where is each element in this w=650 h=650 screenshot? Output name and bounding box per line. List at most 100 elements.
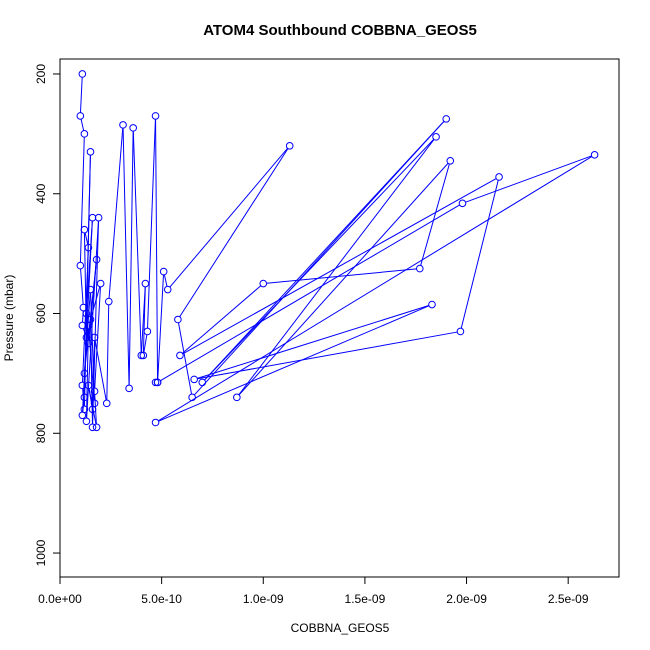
- data-point: [139, 351, 148, 360]
- data-point: [188, 393, 196, 402]
- data-point: [104, 297, 113, 306]
- series-segment: [163, 274, 168, 287]
- series-segment: [460, 180, 499, 329]
- series-segment: [143, 334, 148, 353]
- data-point: [80, 225, 89, 234]
- series-segment: [128, 131, 134, 386]
- series-segment: [79, 137, 85, 263]
- data-point: [590, 151, 599, 159]
- x-tick-label: 0.0e+00: [38, 592, 82, 606]
- data-point: [285, 142, 294, 150]
- data-point: [82, 309, 91, 318]
- y-axis-label: Pressure (mbar): [2, 275, 16, 362]
- series-segment: [80, 118, 85, 131]
- series-segment: [132, 131, 142, 353]
- series-segment: [197, 305, 429, 379]
- series-segment: [92, 220, 100, 425]
- series-segment: [122, 128, 130, 386]
- series-segment: [84, 232, 89, 245]
- data-point: [141, 279, 150, 288]
- series-segment: [108, 128, 124, 299]
- data-point: [151, 112, 160, 120]
- series-segment: [420, 163, 450, 266]
- data-point: [129, 124, 137, 132]
- y-tick-label: 600: [34, 303, 48, 323]
- data-point: [432, 133, 440, 141]
- series-segment: [86, 220, 93, 311]
- series-segment: [266, 268, 417, 284]
- series-segment: [106, 304, 110, 401]
- data-point: [80, 369, 89, 378]
- data-point: [159, 267, 168, 276]
- data-point: [80, 393, 89, 402]
- x-axis: 0.0e+00 5.0e-10 1.0e-09 1.5e-09 2.0e-09 2.5e-…: [38, 576, 589, 606]
- data-point: [90, 333, 99, 342]
- series-segment: [179, 148, 289, 317]
- data-point: [84, 339, 93, 348]
- y-tick-label: 400: [34, 183, 48, 203]
- data-point: [96, 279, 105, 288]
- data-point: [495, 173, 503, 181]
- data-point: [78, 411, 87, 420]
- data-point: [78, 381, 87, 390]
- x-tick-label: 5.0e-10: [141, 592, 182, 606]
- series-segment: [169, 148, 288, 288]
- chart-title: ATOM4 Southbound COBBNA_GEOS5: [203, 22, 477, 39]
- data-point: [78, 70, 87, 78]
- series-segment: [157, 274, 164, 380]
- data-point: [88, 213, 97, 222]
- series-segment: [158, 305, 430, 422]
- series-segment: [238, 162, 449, 396]
- data-point: [102, 399, 111, 408]
- series-segment: [182, 285, 262, 354]
- x-tick-label: 1.5e-09: [345, 592, 386, 606]
- data-point: [442, 115, 451, 123]
- y-tick-label: 800: [34, 423, 48, 443]
- series-segment: [182, 178, 497, 355]
- series-segment: [204, 120, 445, 381]
- data-point: [456, 327, 465, 336]
- data-point: [76, 261, 85, 270]
- y-tick-label: 1000: [34, 539, 48, 566]
- data-point: [90, 387, 99, 396]
- x-tick-label: 1.0e-09: [243, 592, 284, 606]
- series-segment: [80, 268, 84, 305]
- x-tick-label: 2.0e-09: [446, 592, 487, 606]
- x-axis-label: COBBNA_GEOS5: [291, 621, 390, 635]
- series-segment: [94, 340, 107, 401]
- series-segment: [84, 292, 91, 371]
- data-point: [84, 243, 93, 252]
- data-point: [78, 321, 87, 330]
- data-point: [259, 279, 268, 288]
- series-segment: [142, 286, 146, 353]
- data-point: [233, 393, 241, 402]
- data-point: [198, 378, 207, 387]
- data-point: [88, 405, 97, 414]
- data-point: [176, 351, 184, 360]
- data-point: [125, 384, 133, 393]
- data-point: [76, 112, 85, 120]
- x-tick-label: 2.5e-09: [548, 592, 589, 606]
- series-segment: [160, 204, 460, 382]
- series-segment: [177, 322, 193, 395]
- data-point: [190, 375, 198, 384]
- data-point: [151, 378, 160, 387]
- series-segment: [79, 77, 83, 113]
- series-segment: [158, 156, 593, 422]
- series-segment: [90, 322, 93, 424]
- series-segment: [155, 119, 159, 380]
- data-point: [88, 423, 97, 432]
- series-segment: [204, 138, 435, 381]
- data-point: [92, 423, 101, 432]
- data-point: [151, 418, 160, 427]
- data-point: [79, 303, 88, 312]
- data-point: [163, 285, 172, 294]
- data-point: [458, 199, 467, 208]
- data-point: [415, 264, 424, 273]
- data-point: [446, 157, 455, 165]
- data-point: [94, 213, 103, 222]
- series-segment: [147, 119, 156, 329]
- series-layer: [76, 70, 599, 432]
- y-tick-label: 200: [34, 64, 48, 84]
- series-segment: [197, 331, 458, 380]
